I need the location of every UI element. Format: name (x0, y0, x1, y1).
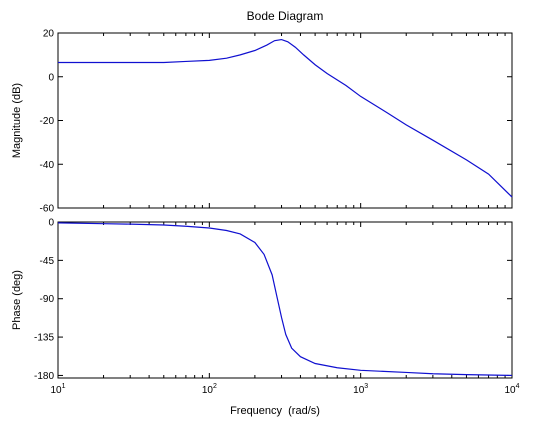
x-tick-base: 10 (504, 385, 516, 396)
x-axis-label: Frequency (rad/s) (230, 405, 320, 417)
x-tick-exponent: 3 (364, 383, 368, 390)
phase-series-line (57, 222, 513, 377)
phase-y-tick-label: 0 (48, 218, 54, 229)
magnitude-y-tick-label: -60 (40, 204, 55, 215)
phase-y-axis-label: Phase (deg) (11, 270, 23, 330)
phase-y-tick-label: -135 (34, 333, 54, 344)
phase-y-tick-label: -45 (40, 256, 55, 267)
x-tick-label: 102 (202, 383, 217, 396)
chart-title: Bode Diagram (247, 9, 324, 23)
phase-y-tick-label: -180 (34, 371, 54, 382)
magnitude-axes-frame (57, 32, 513, 209)
phase-axes-frame (57, 221, 513, 379)
magnitude-y-tick-label: 0 (48, 72, 54, 83)
magnitude-panel: 20 0 -20 -40 -60 Magnitude (dB) Bode Diagram (11, 9, 513, 215)
x-tick-base: 10 (202, 385, 214, 396)
magnitude-series-line (58, 38, 513, 198)
x-tick-label: 101 (50, 383, 65, 396)
magnitude-y-axis-label: Magnitude (dB) (11, 83, 23, 158)
magnitude-y-tick-label: -40 (40, 160, 55, 171)
magnitude-y-tick-label: -20 (40, 116, 55, 127)
magnitude-y-tick-label: 20 (43, 29, 55, 40)
x-tick-label: 103 (353, 383, 368, 396)
x-tick-base: 10 (353, 385, 365, 396)
phase-y-tick-label: -90 (40, 294, 55, 305)
x-tick-label: 104 (504, 383, 519, 396)
x-tick-exponent: 4 (516, 383, 520, 390)
x-tick-base: 10 (50, 385, 62, 396)
x-tick-exponent: 1 (62, 383, 66, 390)
x-tick-exponent: 2 (213, 383, 217, 390)
